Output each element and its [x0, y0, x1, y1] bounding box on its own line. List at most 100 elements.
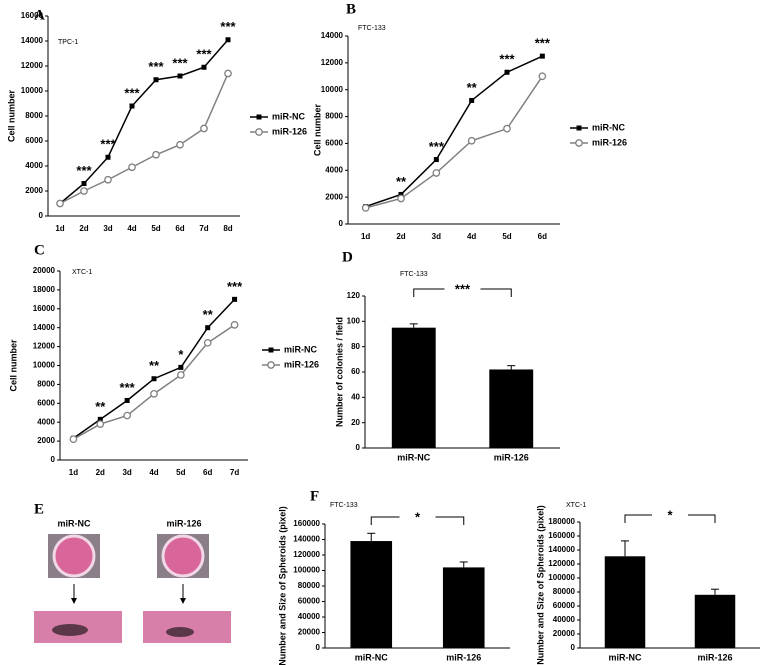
x-tick-label: 5d — [151, 224, 160, 233]
y-tick-label: 0 — [316, 643, 321, 652]
y-tick-label: 8000 — [37, 380, 55, 389]
x-tick-label: 4d — [127, 224, 136, 233]
marker — [538, 72, 547, 81]
legend-label: miR-126 — [284, 359, 319, 369]
chart-title: FTC-133 — [400, 271, 428, 278]
y-tick-label: 60000 — [298, 597, 321, 606]
marker — [104, 175, 112, 184]
y-tick-label: 12000 — [321, 58, 344, 67]
marker — [177, 73, 183, 79]
y-tick-label: 60 — [351, 367, 360, 376]
panel-letter: D — [342, 249, 353, 265]
panel-letter: E — [34, 501, 44, 517]
arrow-head — [71, 598, 77, 604]
chart: B FTC-133 Cell number 0 2000 4000 6000 8000 1000… — [312, 1, 627, 241]
bar — [391, 327, 436, 448]
x-tick-label: 2d — [396, 232, 405, 241]
bar — [604, 556, 646, 648]
significance: *** — [455, 281, 471, 296]
y-tick-label: 80000 — [298, 581, 321, 590]
legend-marker — [255, 128, 263, 136]
line — [59, 73, 229, 205]
x-tick-label: 1d — [69, 468, 78, 477]
chart: D FTC-133 Number of colonies / field 0 20 40 6… — [334, 249, 560, 462]
marker — [56, 199, 64, 208]
y-tick-label: 40000 — [553, 615, 576, 624]
y-tick-label: 0 — [356, 443, 361, 452]
x-tick-label: miR-126 — [494, 452, 529, 462]
y-tick-label: 16000 — [33, 304, 56, 313]
well — [52, 534, 96, 578]
y-axis-label: Number and Size of Spheroids (pixel) — [535, 505, 545, 665]
significance: ** — [149, 358, 160, 373]
significance: *** — [227, 279, 243, 294]
marker — [469, 97, 475, 103]
significance: ** — [396, 174, 407, 189]
x-tick-label: miR-NC — [609, 652, 642, 662]
x-tick-label: 3d — [432, 232, 441, 241]
y-tick-label: 80000 — [553, 587, 576, 596]
y-axis-label: Cell number — [312, 104, 322, 157]
marker — [225, 37, 231, 43]
legend-label: miR-NC — [592, 122, 625, 132]
significance: *** — [499, 52, 515, 67]
significance: * — [415, 509, 421, 524]
panel-e: E miR-NC miR-126 — [34, 501, 231, 643]
legend-label: miR-NC — [284, 344, 317, 354]
y-tick-label: 180000 — [548, 517, 575, 526]
marker — [105, 154, 111, 160]
y-tick-label: 80 — [351, 342, 360, 351]
y-axis-label: Number and Size of Spheroids (pixel) — [277, 506, 287, 665]
y-tick-label: 4000 — [37, 417, 55, 426]
y-tick-label: 120 — [347, 291, 361, 300]
x-tick-label: 6d — [538, 232, 547, 241]
chart: A TPC-1 Cell number 0 2000 4000 6000 8000 10000 1… — [6, 7, 307, 233]
x-tick-label: 4d — [149, 468, 158, 477]
x-tick-label: 5d — [502, 232, 511, 241]
chart-title: FTC-133 — [358, 25, 386, 32]
significance: ** — [95, 399, 106, 414]
significance: * — [178, 347, 184, 362]
x-tick-label: 2d — [96, 468, 105, 477]
chart-title: TPC-1 — [58, 39, 78, 46]
y-tick-label: 20000 — [298, 628, 321, 637]
marker — [224, 69, 232, 78]
significance: ** — [203, 307, 214, 322]
y-tick-label: 0 — [39, 211, 44, 220]
y-tick-label: 4000 — [325, 165, 343, 174]
marker — [128, 163, 136, 172]
bracket — [624, 514, 716, 523]
x-tick-label: miR-NC — [397, 452, 430, 462]
chart-title: XTC-1 — [566, 502, 586, 509]
chart: XTC-1 Number and Size of Spheroids (pixel… — [535, 502, 760, 665]
panel-letter: C — [34, 242, 45, 258]
y-tick-label: 12000 — [21, 61, 44, 70]
legend-marker — [267, 361, 275, 369]
spheroid — [166, 627, 194, 637]
x-tick-label: miR-126 — [697, 652, 732, 662]
marker — [69, 435, 78, 444]
x-tick-label: 3d — [103, 224, 112, 233]
line — [365, 55, 543, 208]
bracket — [413, 288, 512, 297]
marker — [97, 416, 103, 422]
x-tick-label: 1d — [55, 224, 64, 233]
spheroid-photo — [143, 611, 231, 643]
marker — [398, 191, 404, 197]
y-tick-label: 10000 — [321, 85, 344, 94]
marker — [203, 338, 212, 347]
x-tick-label: 6d — [175, 224, 184, 233]
well — [161, 534, 205, 578]
significance: *** — [124, 85, 140, 100]
y-tick-label: 100 — [347, 316, 361, 325]
marker — [205, 325, 211, 331]
y-tick-label: 6000 — [25, 136, 43, 145]
y-tick-label: 20000 — [33, 266, 56, 275]
arrow-head — [180, 598, 186, 604]
y-tick-label: 14000 — [33, 323, 56, 332]
significance: *** — [535, 36, 551, 51]
marker — [504, 69, 510, 75]
marker — [81, 181, 87, 186]
legend-label: miR-126 — [592, 137, 627, 147]
